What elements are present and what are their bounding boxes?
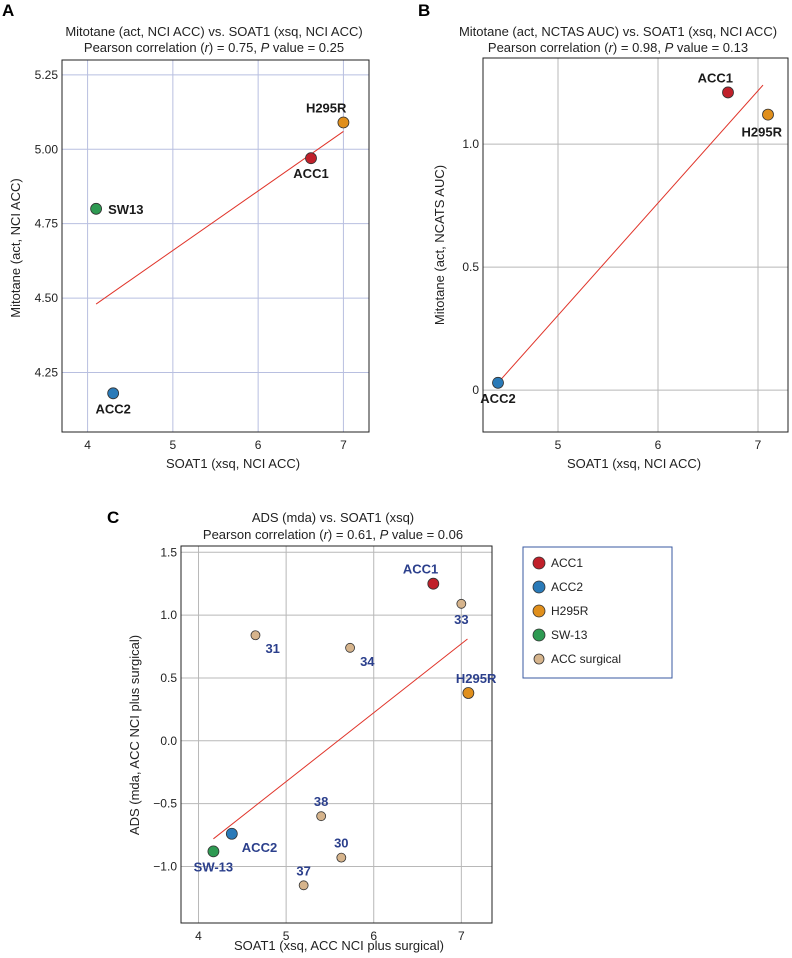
- chart-c-point-label: 33: [454, 612, 468, 627]
- legend-label: ACC1: [551, 556, 583, 570]
- chart-c-legend: ACC1 ACC2 H295R SW-13 ACC surgical: [522, 546, 673, 679]
- chart-c-point-label: 37: [296, 863, 310, 878]
- chart-b-point-acc1: [722, 86, 734, 99]
- chart-c-y-tick-label: 0.5: [160, 671, 177, 685]
- chart-a-fit-line: [95, 131, 344, 305]
- chart-c-fit-line: [213, 638, 468, 840]
- chart-c-point-33: [456, 598, 467, 609]
- chart-a-y-tick-label: 4.50: [35, 291, 59, 305]
- chart-b-title-line2: Pearson correlation (r) = 0.98, P value …: [488, 40, 748, 55]
- chart-a-y-tick-label: 5.25: [35, 68, 59, 82]
- chart-c-point-30: [336, 852, 347, 863]
- legend-swatch: [532, 604, 546, 618]
- chart-a-y-tick-label: 5.00: [35, 142, 59, 156]
- chart-c-x-tick-label: 4: [195, 929, 202, 943]
- legend-swatch: [533, 653, 545, 665]
- chart-c-y-axis-label: ADS (mda, ACC NCI plus surgical): [127, 635, 142, 835]
- chart-b-y-tick-label: 1.0: [462, 137, 479, 151]
- chart-panel-c: ADS (mda) vs. SOAT1 (xsq) Pearson correl…: [127, 510, 497, 953]
- chart-c-title-line1: ADS (mda) vs. SOAT1 (xsq): [252, 510, 414, 525]
- chart-c-point-34: [345, 642, 355, 653]
- chart-b-point-label: ACC1: [698, 70, 733, 85]
- panel-letter-a: A: [2, 1, 14, 20]
- chart-b-plot-frame: [482, 57, 789, 433]
- chart-c-point-acc2: [225, 827, 238, 840]
- chart-b-point-h295r: [762, 108, 774, 121]
- chart-c-point-label: SW-13: [194, 859, 233, 874]
- chart-b-y-axis-label: Mitotane (act, NCATS AUC): [432, 165, 447, 325]
- chart-b-point-acc2: [492, 376, 504, 389]
- chart-c-y-tick-label: −1.0: [153, 859, 177, 873]
- chart-c-point-label: ACC2: [242, 840, 277, 855]
- chart-c-title-line2: Pearson correlation (r) = 0.61, P value …: [203, 527, 463, 542]
- legend-swatch: [532, 628, 546, 642]
- legend-label: H295R: [551, 604, 589, 618]
- chart-b-x-tick-label: 6: [655, 438, 662, 452]
- chart-panel-a: Mitotane (act, NCI ACC) vs. SOAT1 (xsq, …: [8, 24, 370, 471]
- chart-c-point-label: 38: [314, 794, 328, 809]
- chart-a-point-label: ACC2: [95, 401, 130, 416]
- chart-a-x-axis-label: SOAT1 (xsq, NCI ACC): [166, 456, 300, 471]
- chart-c-point-sw-13: [207, 845, 220, 858]
- chart-c-point-label: H295R: [456, 671, 497, 686]
- chart-c-plot-frame: [180, 545, 493, 924]
- chart-c-y-tick-label: 1.0: [160, 608, 177, 622]
- chart-a-point-acc1: [305, 152, 317, 165]
- chart-c-point-38: [316, 811, 327, 822]
- chart-panel-b: Mitotane (act, NCTAS AUC) vs. SOAT1 (xsq…: [432, 24, 789, 471]
- chart-c-point-37: [298, 880, 309, 891]
- chart-b-title-line1: Mitotane (act, NCTAS AUC) vs. SOAT1 (xsq…: [459, 24, 777, 39]
- chart-b-x-tick-label: 5: [555, 438, 562, 452]
- chart-a-point-label: SW13: [108, 202, 143, 217]
- chart-c-x-tick-label: 6: [370, 929, 377, 943]
- chart-a-point-label: H295R: [306, 100, 347, 115]
- legend-swatch: [532, 556, 546, 570]
- chart-c-y-tick-label: −0.5: [153, 797, 177, 811]
- chart-c-point-label: ACC1: [403, 562, 438, 577]
- chart-b-y-tick-label: 0: [472, 383, 479, 397]
- chart-a-x-tick-label: 4: [84, 438, 91, 452]
- chart-a-plot-frame: [61, 59, 370, 433]
- chart-a-title-line2: Pearson correlation (r) = 0.75, P value …: [84, 40, 344, 55]
- legend-label: SW-13: [551, 628, 588, 642]
- chart-c-x-tick-label: 5: [283, 929, 290, 943]
- chart-b-y-tick-label: 0.5: [462, 260, 479, 274]
- chart-a-point-h295r: [337, 116, 350, 129]
- chart-c-point-label: 34: [360, 654, 375, 669]
- chart-c-y-tick-label: 1.5: [160, 545, 177, 559]
- chart-a-y-tick-label: 4.25: [35, 365, 59, 379]
- chart-c-point-label: 30: [334, 836, 348, 851]
- legend-label: ACC2: [551, 580, 583, 594]
- legend-label: ACC surgical: [551, 652, 621, 666]
- chart-c-x-axis-label: SOAT1 (xsq, ACC NCI plus surgical): [234, 938, 444, 953]
- panel-letter-c: C: [107, 508, 119, 527]
- legend-swatch: [532, 580, 546, 594]
- chart-a-title-line1: Mitotane (act, NCI ACC) vs. SOAT1 (xsq, …: [65, 24, 362, 39]
- chart-a-point-label: ACC1: [293, 166, 328, 181]
- legend-box: [522, 546, 673, 679]
- chart-a-x-tick-label: 7: [340, 438, 347, 452]
- chart-b-x-tick-label: 7: [755, 438, 762, 452]
- chart-b-fit-line: [497, 84, 764, 384]
- chart-a-y-tick-label: 4.75: [35, 217, 59, 231]
- chart-b-x-axis-label: SOAT1 (xsq, NCI ACC): [567, 456, 701, 471]
- chart-a-x-tick-label: 5: [170, 438, 177, 452]
- chart-c-point-acc1: [427, 577, 440, 590]
- chart-a-point-acc2: [107, 387, 120, 400]
- chart-c-x-tick-label: 7: [458, 929, 465, 943]
- chart-b-point-label: H295R: [742, 125, 783, 140]
- chart-b-point-label: ACC2: [480, 391, 515, 406]
- chart-c-point-h295r: [462, 687, 475, 699]
- chart-c-point-label: 31: [265, 641, 279, 656]
- panel-letter-b: B: [418, 1, 430, 20]
- chart-a-x-tick-label: 6: [255, 438, 262, 452]
- chart-a-point-sw13: [90, 202, 103, 215]
- chart-c-point-31: [250, 630, 261, 641]
- chart-a-y-axis-label: Mitotane (act, NCI ACC): [8, 178, 23, 317]
- chart-c-y-tick-label: 0.0: [160, 734, 177, 748]
